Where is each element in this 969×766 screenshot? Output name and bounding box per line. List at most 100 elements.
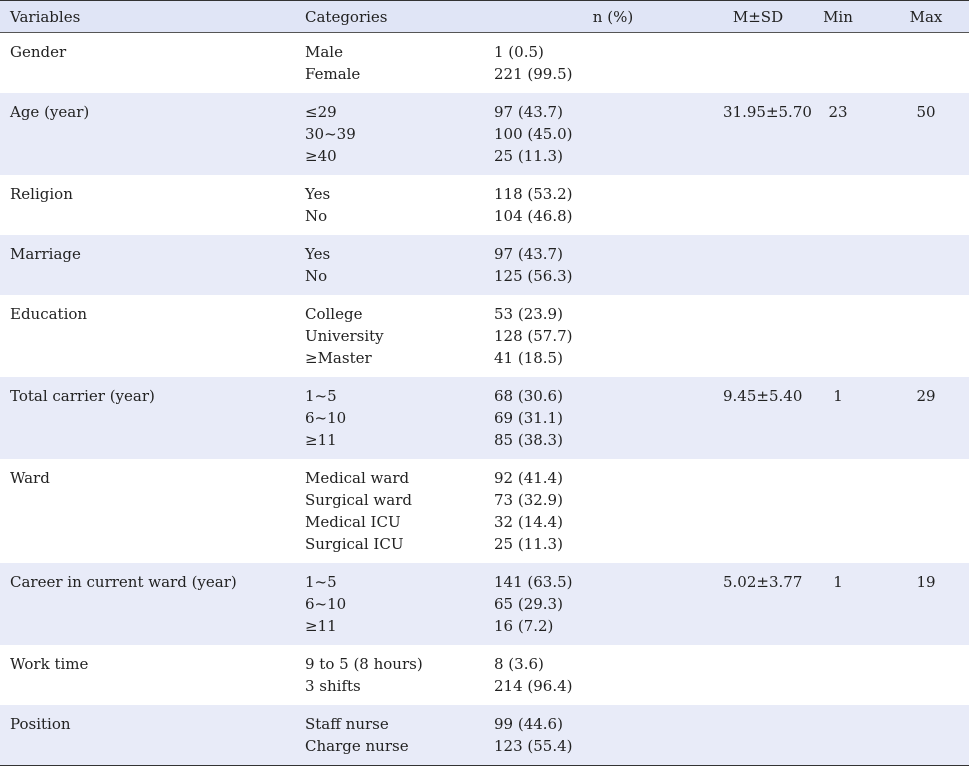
n-percent-value: 123 (55.4) [494,737,573,755]
category-label: Male [305,43,343,61]
n-percent-value: 97 (43.7) [494,245,563,263]
n-percent-value: 73 (32.9) [494,491,563,509]
n-percent-value: 25 (11.3) [494,147,563,165]
category-label: ≥11 [305,617,337,635]
max-cell: 29 [883,377,969,459]
n-percent-value: 41 (18.5) [494,349,563,367]
category-label: ≤29 [305,103,337,121]
table-row: Total carrier (year) 1~5 6~10 ≥11 68 (30… [0,377,969,459]
table-row: Marriage Yes No 97 (43.7) 125 (56.3) [0,235,969,295]
m-sd-cell: 31.95±5.70 [693,93,812,175]
variable-cell: Career in current ward (year) [0,563,293,645]
n-percent-value: 104 (46.8) [494,207,573,225]
variable-cell: Total carrier (year) [0,377,293,459]
min-cell: 1 [793,563,883,645]
table-row: Ward Medical ward Surgical ward Medical … [0,459,969,563]
n-percent-value: 214 (96.4) [494,677,573,695]
n-percent-value: 68 (30.6) [494,387,563,405]
table-row: Work time 9 to 5 (8 hours) 3 shifts 8 (3… [0,645,969,705]
n-percent-value: 65 (29.3) [494,595,563,613]
n-percent-value: 53 (23.9) [494,305,563,323]
header-categories: Categories [293,0,493,33]
m-sd-cell [693,705,793,766]
variable-cell: Marriage [0,235,293,295]
category-label: Staff nurse [305,715,389,733]
n-percent-value: 221 (99.5) [494,65,573,83]
table-row: Age (year) ≤29 30~39 ≥40 97 (43.7) 100 (… [0,93,969,175]
category-label: 6~10 [305,409,347,427]
n-percent-cell: 8 (3.6) 214 (96.4) [493,645,693,705]
category-label: ≥11 [305,431,337,449]
table-row: Gender Male Female 1 (0.5) 221 (99.5) [0,33,969,94]
categories-cell: Male Female [293,33,493,94]
n-percent-value: 99 (44.6) [494,715,563,733]
max-cell [883,645,969,705]
n-percent-value: 69 (31.1) [494,409,563,427]
header-n-percent: n (%) [493,0,693,33]
variable-cell: Gender [10,43,67,61]
categories-cell: Yes No [293,175,493,235]
max-cell [883,459,969,563]
variable-cell: Education [10,305,88,323]
category-label: 30~39 [305,125,356,143]
n-percent-cell: 97 (43.7) 100 (45.0) 25 (11.3) [493,93,693,175]
category-label: ≥Master [305,349,372,367]
m-sd-cell [693,33,793,94]
category-label: 9 to 5 (8 hours) [305,655,423,673]
categories-cell: College University ≥Master [293,295,493,377]
m-sd-cell [693,175,793,235]
max-cell [883,175,969,235]
category-label: Medical ICU [305,513,401,531]
n-percent-cell: 118 (53.2) 104 (46.8) [493,175,693,235]
table-row: Career in current ward (year) 1~5 6~10 ≥… [0,563,969,645]
n-percent-value: 1 (0.5) [494,43,544,61]
n-percent-cell: 92 (41.4) 73 (32.9) 32 (14.4) 25 (11.3) [493,459,693,563]
n-percent-cell: 97 (43.7) 125 (56.3) [493,235,693,295]
m-sd-cell [693,295,793,377]
variable-cell: Ward [10,469,50,487]
min-cell [793,705,883,766]
min-cell: 1 [793,377,883,459]
m-sd-cell: 5.02±3.77 [693,563,802,645]
category-label: Surgical ward [305,491,412,509]
n-percent-value: 141 (63.5) [494,573,573,591]
m-sd-cell [693,645,793,705]
category-label: Charge nurse [305,737,409,755]
m-sd-cell [693,459,793,563]
category-label: Surgical ICU [305,535,404,553]
variable-cell: Position [0,705,293,766]
category-label: Female [305,65,361,83]
table-row: Education College University ≥Master 53 … [0,295,969,377]
n-percent-cell: 53 (23.9) 128 (57.7) 41 (18.5) [493,295,693,377]
m-sd-cell [693,235,793,295]
n-percent-value: 8 (3.6) [494,655,544,673]
header-max: Max [883,0,969,33]
m-sd-cell: 9.45±5.40 [693,377,802,459]
min-cell [793,235,883,295]
category-label: Yes [305,185,331,203]
category-label: ≥40 [305,147,337,165]
category-label: 6~10 [305,595,347,613]
category-label: 3 shifts [305,677,361,695]
n-percent-value: 128 (57.7) [494,327,573,345]
category-label: College [305,305,363,323]
header-row: Variables Categories n (%) M±SD Min Max [0,0,969,33]
n-percent-value: 125 (56.3) [494,267,573,285]
max-cell [883,295,969,377]
header-min: Min [793,0,883,33]
min-cell [793,33,883,94]
variable-cell: Work time [10,655,89,673]
categories-cell: 9 to 5 (8 hours) 3 shifts [293,645,493,705]
category-label: University [305,327,384,345]
category-label: No [305,267,328,285]
category-label: Medical ward [305,469,410,487]
max-cell: 50 [883,93,969,175]
categories-cell: Staff nurse Charge nurse [293,705,493,766]
table-row: Position Staff nurse Charge nurse 99 (44… [0,705,969,766]
category-label: 1~5 [305,573,337,591]
categories-cell: 1~5 6~10 ≥11 [293,377,493,459]
min-cell [793,645,883,705]
categories-cell: 1~5 6~10 ≥11 [293,563,493,645]
max-cell [883,235,969,295]
